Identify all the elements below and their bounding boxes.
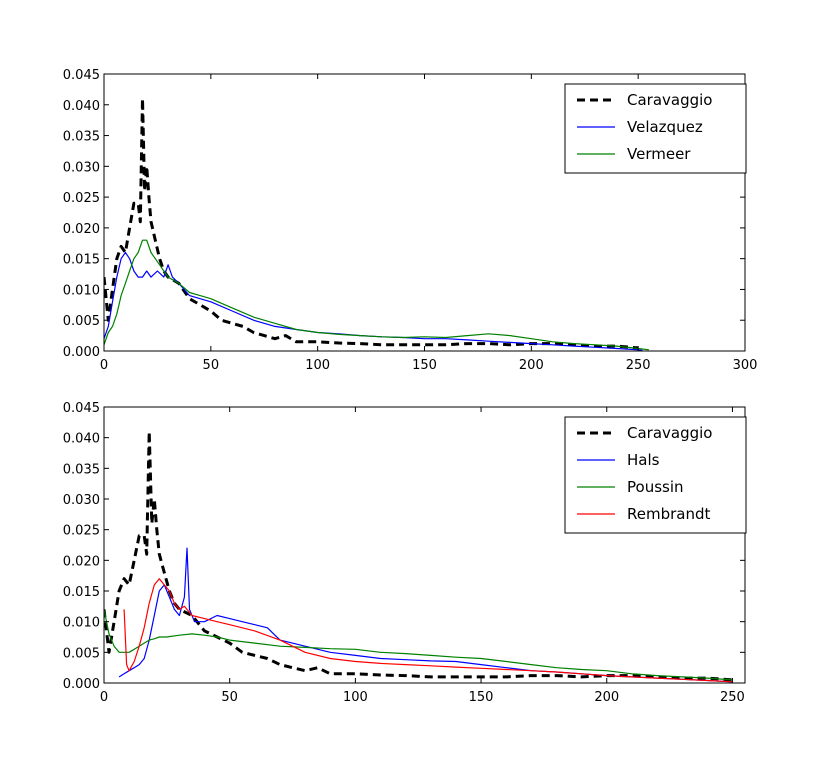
y-tick-label: 0.045 xyxy=(63,68,100,83)
x-tick-label: 50 xyxy=(221,690,238,705)
y-tick-label: 0.040 xyxy=(63,432,100,447)
legend-label-caravaggio: Caravaggio xyxy=(627,424,712,442)
legend-label-hals: Hals xyxy=(627,451,660,469)
x-tick-label: 300 xyxy=(733,358,758,373)
y-tick-label: 0.030 xyxy=(63,493,100,508)
legend-label-rembrandt: Rembrandt xyxy=(627,505,710,523)
series-line-hals xyxy=(118,547,733,683)
series-line-vermeer xyxy=(104,239,649,351)
series-line-velazquez xyxy=(104,251,643,351)
y-tick-label: 0.005 xyxy=(63,646,100,661)
chart-panel-2: 0 50 100 150 200 250 0.000 0.005 0.010 0.015 0.020… xyxy=(63,401,747,705)
y-tick-label: 0.015 xyxy=(63,253,100,268)
legend-label-poussin: Poussin xyxy=(627,478,684,496)
x-tick-label: 50 xyxy=(203,358,220,373)
y-tick-label: 0.040 xyxy=(63,99,100,114)
y-tick-label: 0.035 xyxy=(63,462,100,477)
series-line-caravaggio xyxy=(104,97,639,350)
chart-panel-1: 0 50 100 150 200 250 300 0.000 0.005 0.010 0.015 0.… xyxy=(63,68,758,373)
series-line-caravaggio xyxy=(104,430,733,682)
series-line-rembrandt xyxy=(123,578,733,683)
y-tick-label: 0.020 xyxy=(63,222,100,237)
y-tick-label: 0.000 xyxy=(63,677,100,692)
y-tick-label: 0.030 xyxy=(63,160,100,175)
x-tick-label: 0 xyxy=(100,690,108,705)
x-tick-label: 150 xyxy=(412,358,437,373)
legend: Caravaggio Velazquez Vermeer xyxy=(564,83,747,174)
y-tick-label: 0.025 xyxy=(63,191,100,206)
x-tick-label: 250 xyxy=(720,690,745,705)
legend: Caravaggio Hals Poussin Rembrandt xyxy=(564,416,747,534)
legend-label-vermeer: Vermeer xyxy=(627,145,691,163)
x-tick-label: 100 xyxy=(305,358,330,373)
y-tick-label: 0.010 xyxy=(63,616,100,631)
y-tick-label: 0.015 xyxy=(63,585,100,600)
x-tick-label: 100 xyxy=(343,690,368,705)
x-tick-label: 0 xyxy=(100,358,108,373)
y-tick-label: 0.035 xyxy=(63,130,100,145)
y-tick-label: 0.025 xyxy=(63,524,100,539)
legend-label-caravaggio: Caravaggio xyxy=(627,91,712,109)
x-tick-label: 200 xyxy=(519,358,544,373)
series-line-poussin xyxy=(104,609,733,681)
y-tick-label: 0.005 xyxy=(63,314,100,329)
y-tick-label: 0.000 xyxy=(63,345,100,360)
legend-label-velazquez: Velazquez xyxy=(627,118,703,136)
x-tick-label: 200 xyxy=(594,690,619,705)
plot-frame xyxy=(103,406,746,684)
y-tick-label: 0.045 xyxy=(63,401,100,416)
y-tick-label: 0.020 xyxy=(63,554,100,569)
x-tick-label: 150 xyxy=(469,690,494,705)
y-tick-label: 0.010 xyxy=(63,283,100,298)
x-tick-label: 250 xyxy=(626,358,651,373)
